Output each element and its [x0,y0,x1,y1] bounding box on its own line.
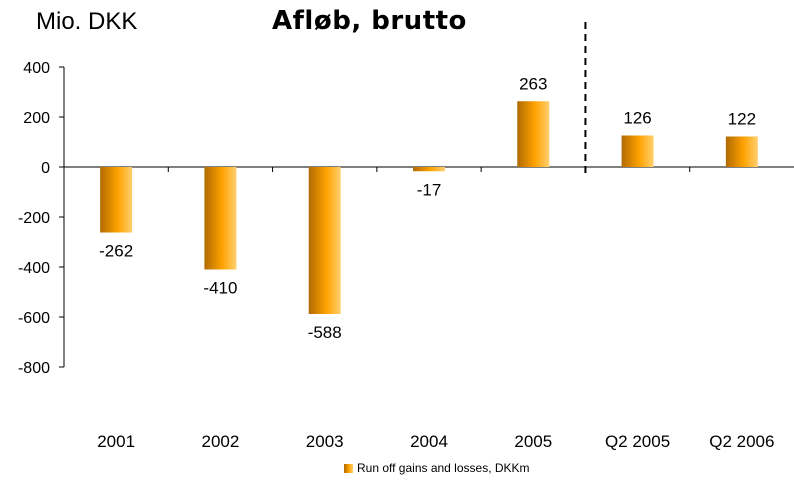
y-tick-label: 200 [23,110,50,127]
data-label: -262 [99,242,133,261]
bar [517,101,550,167]
y-tick-label: 400 [23,60,50,77]
bar-series [100,101,758,314]
bar [100,167,133,233]
bar [413,167,445,172]
legend: Run off gains and losses, DKKm [344,461,530,475]
data-label: 126 [623,109,651,128]
data-label: -588 [308,323,342,342]
legend-label: Run off gains and losses, DKKm [357,461,530,475]
y-tick-label: -200 [18,210,50,227]
x-tick-label: 2003 [306,432,344,451]
data-label: -17 [417,180,442,199]
legend-swatch [344,463,353,473]
x-tick-label: 2002 [202,432,240,451]
x-tick-labels: 2001 2002 2003 2004 2005 Q2 2005 Q2 2006 [97,432,774,451]
data-label: 263 [519,74,547,93]
bar [308,167,341,314]
x-tick-label: 2005 [514,432,552,451]
y-tick-label: 0 [41,160,50,177]
data-label: -410 [203,279,237,298]
bar [621,135,654,167]
y-tick-label: -400 [18,260,50,277]
y-tick-label: -600 [18,310,50,327]
unit-label: Mio. DKK [36,8,138,35]
data-labels: -262 -410 -588 -17 263 126 122 [99,74,756,342]
bar [725,136,758,167]
x-tick-label: Q2 2006 [709,432,774,451]
x-tick-label: 2004 [410,432,448,451]
bar [204,167,237,270]
x-axis [64,22,794,178]
data-label: 122 [728,110,756,129]
x-tick-label: 2001 [97,432,135,451]
y-axis: 400 200 0 -200 -400 -600 -800 [18,60,65,377]
y-tick-label: -800 [18,360,50,377]
x-tick-label: Q2 2005 [605,432,670,451]
chart-title: Afløb, brutto [272,6,467,36]
